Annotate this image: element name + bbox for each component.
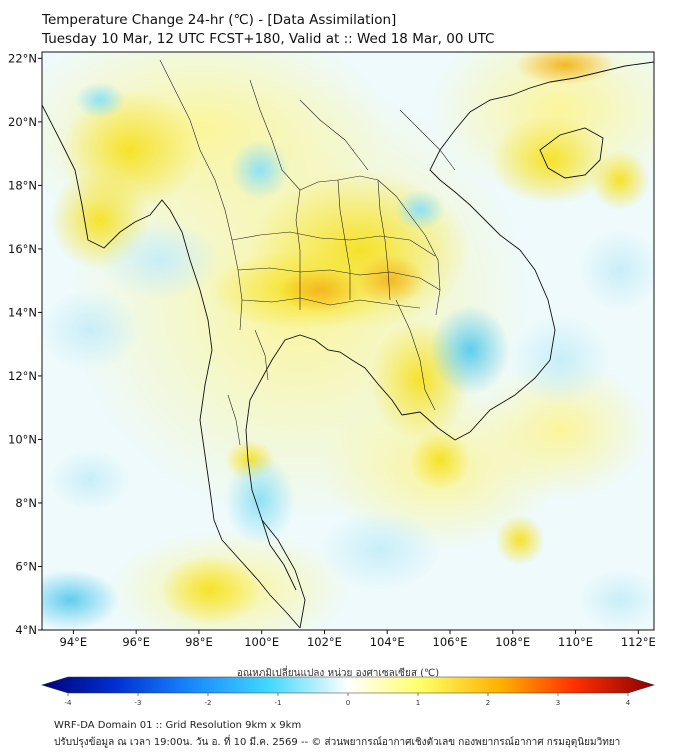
longitude-axis: 94°E 96°E 98°E 100°E 102°E 104°E 106°E 108°E 110… <box>60 630 656 649</box>
lon-tick-label: 102°E <box>307 635 342 649</box>
map-subtitle: Tuesday 10 Mar, 12 UTC FCST+180, Valid a… <box>42 31 495 47</box>
lat-tick-label: 4°N <box>15 623 37 637</box>
lon-tick-label: 98°E <box>185 635 213 649</box>
colorbar-tick-label: 2 <box>486 699 490 707</box>
map-title: Temperature Change 24-hr (℃) - [Data Ass… <box>42 12 397 28</box>
colorbar-tick-label: 1 <box>416 699 420 707</box>
map-frame <box>41 51 655 631</box>
colorbar-tick-label: -2 <box>205 699 212 707</box>
temperature-change-map: 22°N 20°N 18°N 16°N 14°N 12°N 10°N 8°N 6°N 4°N 94… <box>8 51 656 649</box>
lat-tick-label: 6°N <box>15 559 37 573</box>
colorbar-tick-label: 3 <box>556 699 560 707</box>
lon-tick-label: 112°E <box>621 635 656 649</box>
lon-tick-label: 106°E <box>433 635 468 649</box>
colorbar: -4 -3 -2 -1 0 1 2 3 4 <box>40 676 656 707</box>
lat-tick-label: 16°N <box>8 242 37 256</box>
lon-tick-label: 108°E <box>495 635 530 649</box>
footer-domain-info: WRF-DA Domain 01 :: Grid Resolution 9km … <box>54 720 302 731</box>
colorbar-tick-label: 4 <box>626 699 631 707</box>
colorbar-tick-label: -3 <box>135 699 142 707</box>
lat-tick-label: 8°N <box>15 496 37 510</box>
colorbar-ramp <box>40 676 656 694</box>
lon-tick-label: 94°E <box>60 635 88 649</box>
colorbar-tick-label: -1 <box>275 699 282 707</box>
temperature-field <box>42 52 654 630</box>
lat-tick-label: 12°N <box>8 369 37 383</box>
lat-tick-label: 22°N <box>8 51 37 65</box>
lon-tick-label: 110°E <box>558 635 593 649</box>
colorbar-tick-label: -4 <box>65 699 73 707</box>
latitude-axis: 22°N 20°N 18°N 16°N 14°N 12°N 10°N 8°N 6°N 4°N <box>8 51 42 637</box>
lat-tick-label: 20°N <box>8 115 37 129</box>
lon-tick-label: 100°E <box>244 635 279 649</box>
lat-tick-label: 18°N <box>8 178 37 192</box>
colorbar-label: อุณหภูมิเปลี่ยนแปลง หน่วย องศาเซลเซียส (… <box>236 668 440 679</box>
lon-tick-label: 96°E <box>122 635 150 649</box>
lat-tick-label: 14°N <box>8 305 37 319</box>
lat-tick-label: 10°N <box>8 432 37 446</box>
footer-credit: ปรับปรุงข้อมูล ณ เวลา 19:00น. วัน อ. ที่… <box>54 737 621 748</box>
province-borders <box>159 59 456 446</box>
coastlines <box>42 61 654 629</box>
colorbar-tick-label: 0 <box>346 699 350 707</box>
lon-tick-label: 104°E <box>370 635 405 649</box>
colorbar-ticks: -4 -3 -2 -1 0 1 2 3 4 <box>65 693 631 707</box>
